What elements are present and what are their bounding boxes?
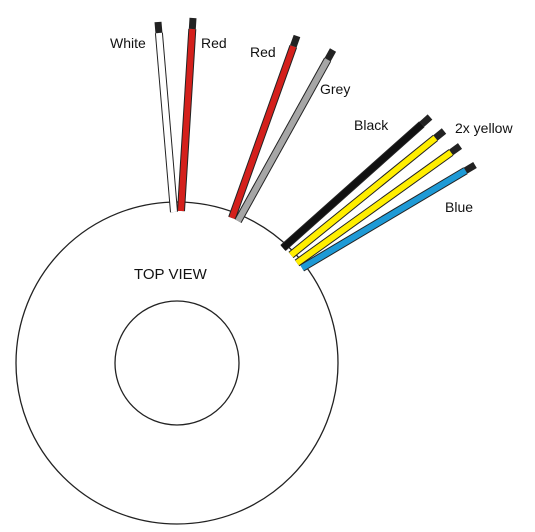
wire-black [281,122,424,251]
wire-red-2-tip [290,34,301,48]
toroid-center-hole [114,300,240,426]
wire-label-red-2: Red [250,44,276,60]
wire-grey [235,58,331,223]
wire-yellow-1 [289,135,438,258]
wire-grey-tip [324,48,337,62]
wire-label-yellow: 2x yellow [455,120,513,136]
wire-bundle [154,17,477,272]
top-view-label: TOP VIEW [134,266,208,283]
wire-label-red-1: Red [201,35,227,51]
wire-red-2 [229,45,297,220]
wire-yellow-1-tip [433,128,447,141]
wire-white [155,32,177,213]
wire-white-tip [154,21,163,34]
wire-yellow-2 [295,149,453,266]
wire-blue [300,168,468,271]
wire-label-white: White [110,35,146,51]
wire-red-1 [178,28,196,212]
wire-label-black: Black [354,117,389,133]
wire-blue-tip [463,161,477,174]
wire-black-tip [419,114,433,127]
wire-label-blue: Blue [445,199,473,215]
wire-label-grey: Grey [320,81,350,97]
wire-yellow-2-tip [449,143,463,156]
wire-red-1-tip [188,17,197,30]
